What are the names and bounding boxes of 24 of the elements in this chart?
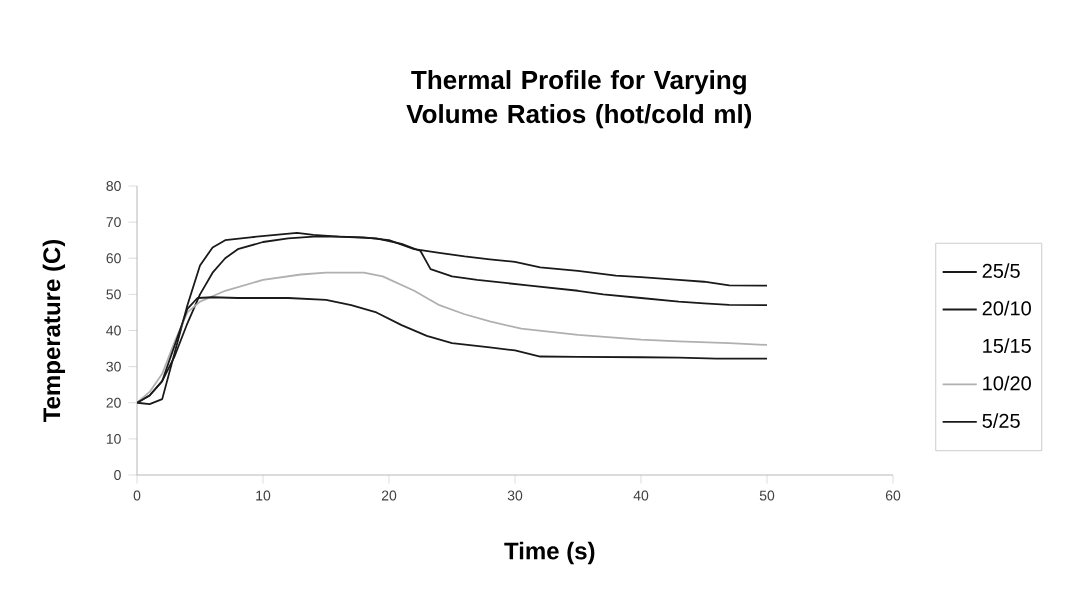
x-tick-label: 0 [133,490,141,501]
text: 15/15 [983,338,1031,353]
x-tick-label: 50 [759,490,775,501]
y-tick-label: 20 [106,397,121,408]
x-tick-label: 10 [256,490,271,501]
x-tick-label: 30 [507,490,523,501]
x-axis-title: Time (s) [504,541,595,565]
legend-label: 5/25 [982,413,1020,428]
y-tick-label: 40 [106,325,121,336]
y-axis-title: Temperature (C) [42,239,66,423]
y-tick-label: 80 [106,181,121,191]
legend-label: 20/10 [982,300,1031,316]
y-tick-label: 0 [114,470,121,480]
legend-label: 10/20 [983,375,1031,391]
x-tick-label: 40 [633,490,649,501]
y-tick-label: 60 [106,253,121,264]
x-tick-label: 20 [381,490,397,501]
chart-title: Thermal Profile for Varying Volume Ratios (hot/cold ml) [406,70,752,129]
y-tick-label: 50 [106,289,121,300]
y-tick-label: 30 [106,361,121,372]
legend-label: 25/5 [982,263,1020,278]
y-tick-label: 10 [106,433,121,444]
y-tick-label: 70 [106,217,121,228]
x-tick-label: 60 [885,490,901,501]
